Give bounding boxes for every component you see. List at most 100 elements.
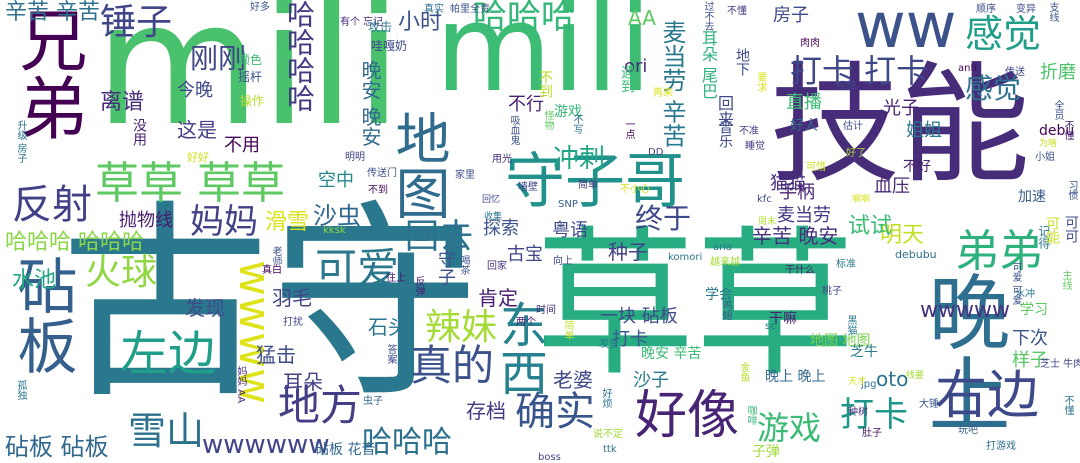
cloud-word: anti bbox=[958, 63, 978, 74]
cloud-word: ww bbox=[855, 0, 957, 62]
cloud-word: 耳朵 尾巴 bbox=[699, 30, 718, 100]
cloud-word: 种树 bbox=[848, 407, 868, 418]
cloud-word: 火球 bbox=[85, 252, 158, 293]
cloud-word: 羽毛 bbox=[272, 286, 312, 310]
cloud-word: 砧板 砧板 bbox=[5, 433, 109, 461]
cloud-word: 姐姐 bbox=[906, 120, 942, 141]
cloud-word: 越来越 bbox=[710, 257, 740, 268]
cloud-word: 沙子 bbox=[633, 370, 669, 391]
cloud-word: oto bbox=[876, 367, 909, 391]
cloud-word: 地下 bbox=[734, 48, 750, 76]
cloud-word: 晚安 晚安 bbox=[358, 60, 382, 147]
cloud-word: 不用 bbox=[224, 135, 260, 156]
cloud-word: 房子 bbox=[773, 5, 809, 26]
cloud-word: 视频 bbox=[836, 81, 856, 92]
cloud-word: 下次 bbox=[1012, 328, 1048, 349]
cloud-word: AA bbox=[628, 6, 656, 30]
cloud-word: 辛苦 晚安 bbox=[752, 224, 839, 248]
cloud-word: 说不定 bbox=[593, 429, 623, 440]
cloud-word: 明明 bbox=[345, 152, 365, 163]
cloud-word: 好好 bbox=[187, 151, 209, 164]
cloud-word: 怪物 bbox=[542, 110, 553, 130]
cloud-word: 变异 bbox=[1016, 4, 1036, 15]
cloud-word: 干什么 bbox=[785, 265, 815, 276]
cloud-word: wwwww bbox=[920, 298, 1010, 323]
cloud-word: 一块 砧板 bbox=[600, 306, 678, 327]
cloud-word: 打卡 bbox=[612, 329, 648, 350]
cloud-word: kfc bbox=[757, 194, 772, 205]
cloud-word: debu bbox=[1039, 123, 1075, 139]
cloud-word: komori bbox=[668, 252, 703, 263]
cloud-word: 晚安 辛苦 bbox=[641, 346, 702, 362]
cloud-word: 打游戏 bbox=[986, 441, 1016, 452]
cloud-word: 探索 bbox=[483, 218, 519, 239]
cloud-word: 真白 bbox=[262, 265, 282, 276]
cloud-word: 地图 bbox=[386, 110, 450, 220]
cloud-word: 咖啡 bbox=[745, 405, 756, 425]
cloud-word: 收集 bbox=[484, 212, 503, 222]
cloud-word: 帕里全责 bbox=[450, 4, 490, 15]
cloud-word: 音乐 bbox=[717, 120, 733, 148]
cloud-word: 不小心 bbox=[620, 184, 650, 195]
cloud-word: 发音 bbox=[599, 339, 619, 350]
cloud-word: 两个 bbox=[516, 317, 536, 328]
cloud-word: 传送门 bbox=[367, 168, 397, 179]
cloud-word: 打卡 打卡 bbox=[790, 52, 929, 90]
cloud-word: wwwwww bbox=[202, 430, 330, 460]
cloud-word: 哈哈哈 哈哈哈 bbox=[5, 230, 144, 255]
cloud-word: 子弹 bbox=[752, 444, 780, 460]
cloud-word: ttk bbox=[603, 444, 617, 455]
cloud-word: 哈哈哈哈 bbox=[283, 0, 316, 112]
cloud-word: 墙壁 bbox=[518, 182, 538, 193]
cloud-word: 麦当劳 辛苦 bbox=[658, 20, 686, 148]
cloud-word: 晚上 晚上 bbox=[765, 369, 826, 385]
cloud-word: 答案 bbox=[385, 344, 396, 364]
cloud-word: 不懂 bbox=[1062, 120, 1073, 140]
cloud-word: 时间 bbox=[536, 305, 556, 316]
cloud-word: 反射 bbox=[12, 182, 92, 228]
cloud-word: 鸡翅 bbox=[720, 300, 731, 320]
cloud-word: 学习 bbox=[1020, 302, 1048, 318]
cloud-word: 操作 bbox=[240, 94, 265, 108]
cloud-word: 游戏 bbox=[554, 104, 582, 120]
cloud-word: 空中 bbox=[318, 170, 354, 191]
cloud-word: sc bbox=[765, 321, 776, 332]
cloud-word: 桃子 bbox=[822, 286, 842, 297]
cloud-word: 天才 bbox=[848, 377, 867, 387]
cloud-word: 猫猫 bbox=[770, 173, 806, 194]
cloud-word: 干嘛 bbox=[769, 311, 797, 327]
cloud-word: 麦当劳 bbox=[777, 205, 831, 226]
cloud-word: 加速 bbox=[1018, 189, 1046, 205]
cloud-word: 古守 bbox=[60, 182, 481, 427]
cloud-word: 妈妈 AA bbox=[235, 366, 246, 404]
cloud-word: 确实 bbox=[515, 389, 595, 435]
cloud-word: boss bbox=[538, 452, 561, 463]
cloud-word: 猛击 bbox=[256, 343, 296, 367]
cloud-word: 不懂 bbox=[1062, 395, 1073, 415]
cloud-word: 直播 bbox=[786, 92, 822, 113]
cloud-word: 学会 bbox=[705, 287, 733, 303]
cloud-word: 锤子 bbox=[100, 2, 173, 43]
cloud-word: ori bbox=[624, 56, 648, 77]
cloud-word: 打扰 bbox=[283, 317, 303, 328]
cloud-word: 光子 bbox=[883, 98, 919, 119]
cloud-word: 石头 bbox=[368, 315, 408, 339]
cloud-word: 往上 bbox=[386, 273, 406, 284]
cloud-word: 全员 bbox=[1052, 100, 1063, 120]
cloud-word: 晚上 bbox=[914, 270, 1009, 434]
cloud-word: 肯定 bbox=[478, 286, 518, 310]
cloud-word: 遇到 bbox=[619, 65, 635, 93]
cloud-word: 不到 bbox=[537, 70, 553, 98]
cloud-word: 周末 bbox=[758, 217, 777, 227]
cloud-word: kksk bbox=[323, 225, 346, 236]
cloud-word: 右边 bbox=[935, 366, 1040, 426]
cloud-word: 哈哈哈 bbox=[362, 425, 452, 460]
cloud-word: 耳朵 bbox=[283, 370, 323, 394]
cloud-word: 喝茶 bbox=[458, 255, 469, 275]
cloud-word: 粤语 bbox=[552, 220, 588, 241]
cloud-word: 真的 bbox=[410, 341, 495, 390]
cloud-word: 传送 bbox=[1005, 67, 1025, 78]
cloud-word: 可爱 bbox=[315, 244, 400, 293]
cloud-word: 没用 bbox=[131, 118, 147, 146]
cloud-word: 回家 bbox=[487, 261, 507, 272]
